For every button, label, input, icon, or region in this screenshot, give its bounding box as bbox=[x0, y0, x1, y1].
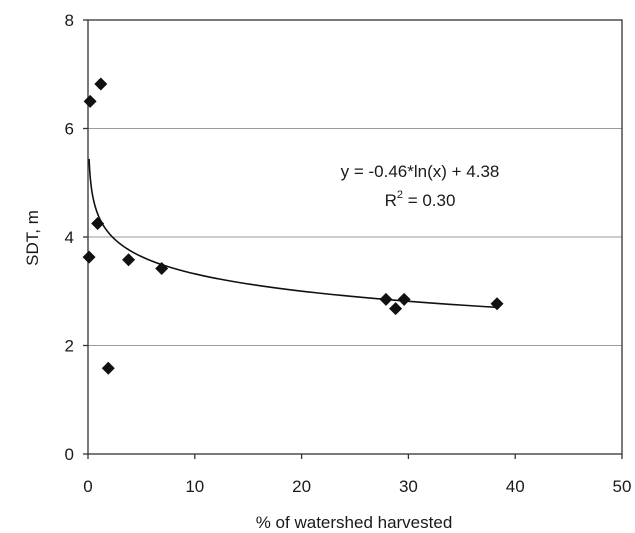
x-tick-labels: 0 10 20 30 40 50 bbox=[83, 477, 631, 496]
axis-ticks bbox=[83, 19, 623, 459]
x-tick-label: 40 bbox=[506, 477, 525, 496]
data-point-marker bbox=[397, 292, 411, 306]
y-tick-label: 6 bbox=[65, 120, 74, 139]
x-axis-label: % of watershed harvested bbox=[256, 513, 453, 532]
x-tick-label: 0 bbox=[83, 477, 92, 496]
y-tick-labels: 0 2 4 6 8 bbox=[65, 11, 74, 464]
data-points bbox=[82, 77, 504, 375]
data-point-marker bbox=[82, 250, 96, 264]
r-squared-value: = 0.30 bbox=[403, 191, 455, 210]
data-point-marker bbox=[91, 216, 105, 230]
data-point-marker bbox=[122, 253, 136, 267]
r-squared-label: R2 = 0.30 bbox=[385, 189, 456, 210]
data-point-marker bbox=[155, 261, 169, 275]
x-tick-label: 30 bbox=[399, 477, 418, 496]
data-point-marker bbox=[389, 302, 403, 316]
trendline-equation: y = -0.46*ln(x) + 4.38 bbox=[341, 162, 500, 181]
x-tick-label: 10 bbox=[185, 477, 204, 496]
y-tick-label: 8 bbox=[65, 11, 74, 30]
data-point-marker bbox=[101, 361, 115, 375]
gridlines bbox=[88, 128, 622, 346]
x-tick-label: 50 bbox=[613, 477, 632, 496]
x-tick-label: 20 bbox=[292, 477, 311, 496]
y-tick-label: 0 bbox=[65, 445, 74, 464]
y-tick-label: 2 bbox=[65, 337, 74, 356]
y-tick-label: 4 bbox=[65, 228, 74, 247]
y-axis-label: SDT, m bbox=[23, 210, 42, 266]
data-point-marker bbox=[379, 292, 393, 306]
data-point-marker bbox=[83, 94, 97, 108]
data-point-marker bbox=[490, 297, 504, 311]
log-trendline bbox=[88, 158, 498, 309]
r-squared-superscript: 2 bbox=[397, 189, 403, 201]
r-squared-prefix: R bbox=[385, 191, 397, 210]
data-point-marker bbox=[94, 77, 108, 91]
